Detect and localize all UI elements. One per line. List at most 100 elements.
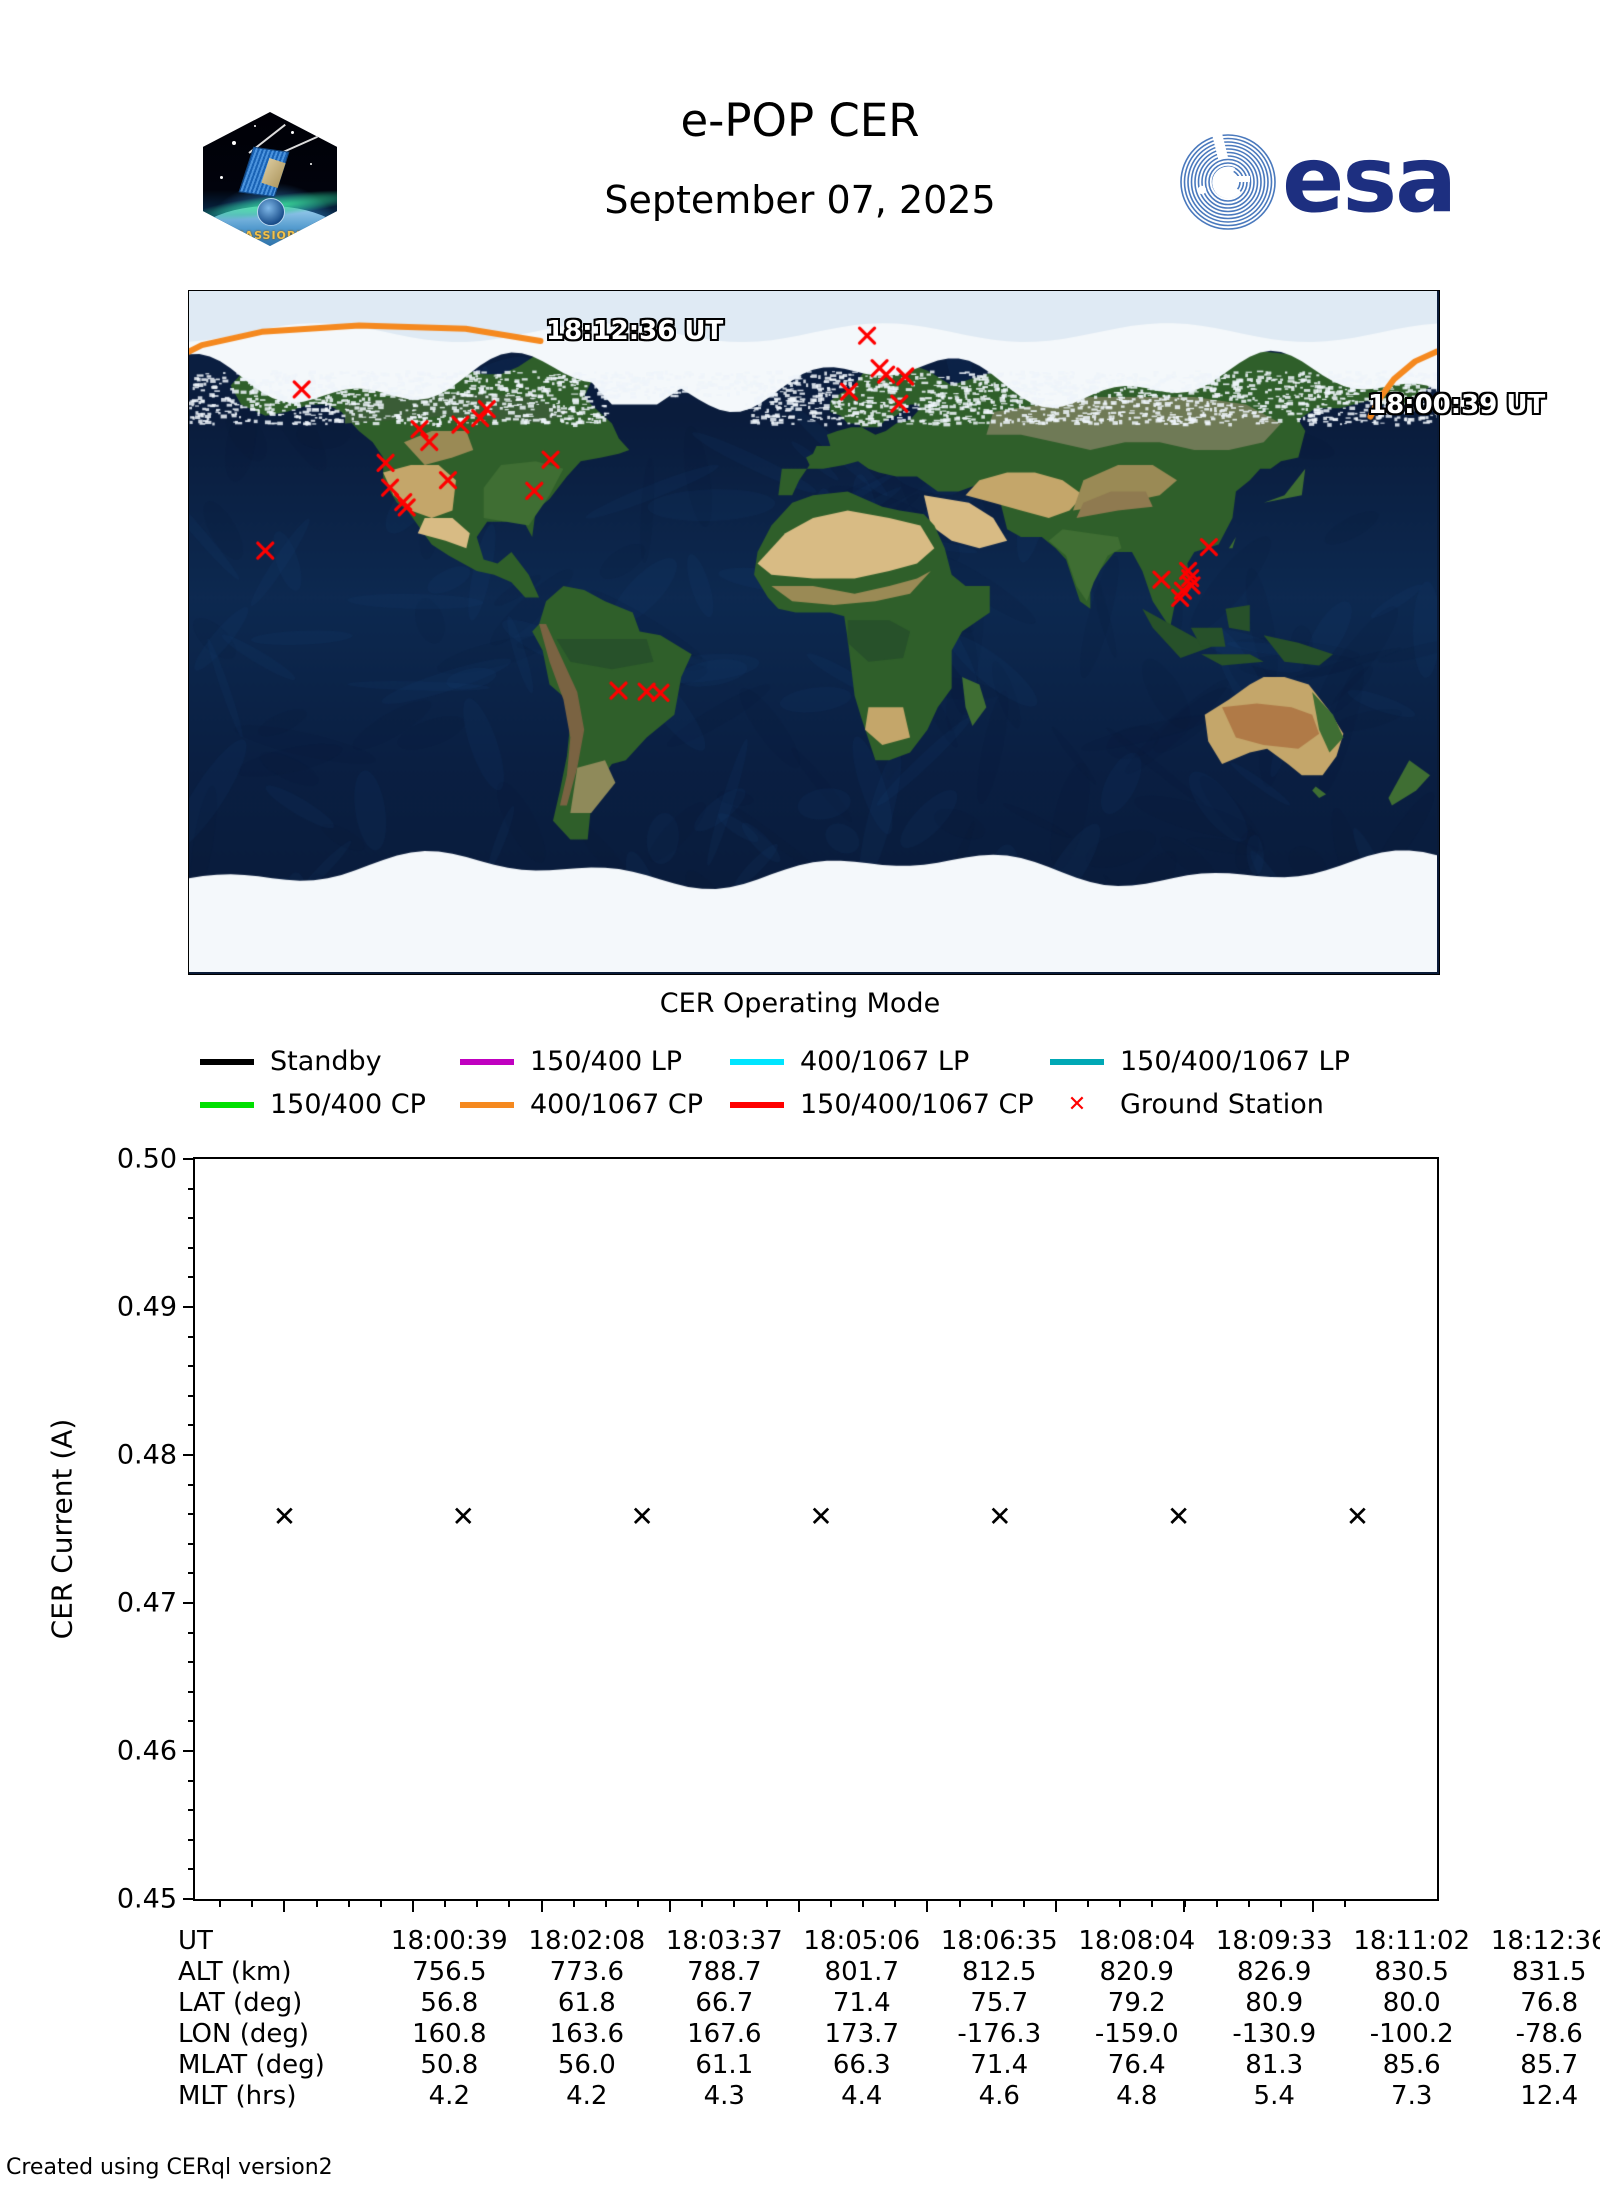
table-cell: -100.2 (1343, 2018, 1480, 2049)
table-cell: 66.7 (656, 1987, 793, 2018)
table-cell: 831.5 (1480, 1956, 1600, 1987)
table-cell: 12.4 (1480, 2080, 1600, 2111)
map-label-end-time: 18:12:36 UT (546, 316, 723, 346)
legend-swatch-150-400-lp (460, 1059, 514, 1065)
table-cell: 18:00:39 (381, 1925, 518, 1956)
y-axis-minor-tick (188, 1336, 195, 1338)
ephemeris-table: UT 18:00:39 18:02:08 18:03:37 18:05:06 18:06:… (178, 1925, 1600, 2111)
table-cell: 163.6 (518, 2018, 655, 2049)
table-cell: 18:03:37 (656, 1925, 793, 1956)
world-map[interactable] (188, 290, 1440, 975)
y-axis-minor-tick (188, 1365, 195, 1367)
legend-label-150-400-cp: 150/400 CP (270, 1089, 426, 1120)
table-cell: 160.8 (381, 2018, 518, 2049)
legend-swatch-150-400-1067-cp (730, 1102, 784, 1108)
table-row-label: ALT (km) (178, 1956, 381, 1987)
legend-title: CER Operating Mode (0, 988, 1600, 1019)
y-axis-minor-tick (188, 1217, 195, 1219)
table-row-label: MLAT (deg) (178, 2049, 381, 2080)
x-axis-minor-tick (1119, 1899, 1121, 1907)
x-axis-minor-tick (926, 1899, 928, 1907)
cassiope-logo-label: CASSIOPE (203, 229, 337, 242)
y-axis-tick (183, 1454, 195, 1456)
esa-logo-text: esa (1282, 126, 1455, 233)
x-axis-minor-tick (508, 1899, 510, 1907)
table-cell: 5.4 (1205, 2080, 1342, 2111)
y-axis-tick (183, 1306, 195, 1308)
legend-item-150-400-1067-lp[interactable]: 150/400/1067 LP (1050, 1046, 1350, 1077)
x-axis-minor-tick (894, 1899, 896, 1907)
table-cell: 75.7 (931, 1987, 1068, 2018)
table-cell: 773.6 (518, 1956, 655, 1987)
x-axis-minor-tick (476, 1899, 478, 1907)
table-cell: 71.4 (931, 2049, 1068, 2080)
ground-station-x-icon: ✕ (1050, 1094, 1104, 1116)
table-cell: -159.0 (1068, 2018, 1205, 2049)
legend-item-400-1067-cp[interactable]: 400/1067 CP (460, 1089, 730, 1120)
legend-label-400-1067-cp: 400/1067 CP (530, 1089, 703, 1120)
cer-current-plot[interactable]: 0.45 0.46 0.47 0.48 0.49 0.50 ✕ ✕ ✕ ✕ ✕ ✕ ✕ (193, 1157, 1439, 1901)
legend-item-standby[interactable]: Standby (200, 1046, 460, 1077)
table-cell: 820.9 (1068, 1956, 1205, 1987)
legend: Standby 150/400 LP 400/1067 LP 150/400/1… (200, 1040, 1440, 1126)
table-row-label: MLT (hrs) (178, 2080, 381, 2111)
table-row-label: LON (deg) (178, 2018, 381, 2049)
y-axis-tick (183, 1602, 195, 1604)
legend-swatch-150-400-cp (200, 1102, 254, 1108)
x-axis-minor-tick (1280, 1899, 1282, 1907)
x-axis-minor-tick (219, 1899, 221, 1907)
x-axis-minor-tick (669, 1899, 671, 1907)
table-row: LAT (deg) 56.8 61.8 66.7 71.4 75.7 79.2 80.9 80.… (178, 1987, 1600, 2018)
legend-item-150-400-1067-cp[interactable]: 150/400/1067 CP (730, 1089, 1050, 1120)
table-cell: -78.6 (1480, 2018, 1600, 2049)
table-cell: 79.2 (1068, 1987, 1205, 2018)
data-point: ✕ (809, 1503, 832, 1531)
x-axis-minor-tick (316, 1899, 318, 1907)
x-axis-minor-tick (283, 1899, 285, 1907)
table-cell: 76.8 (1480, 1987, 1600, 2018)
table-cell: 18:02:08 (518, 1925, 655, 1956)
x-axis-minor-tick (348, 1899, 350, 1907)
legend-item-ground-station[interactable]: ✕ Ground Station (1050, 1089, 1324, 1120)
y-axis-minor-tick (188, 1395, 195, 1397)
table-cell: 18:05:06 (793, 1925, 930, 1956)
legend-label-standby: Standby (270, 1046, 382, 1077)
y-axis-minor-tick (188, 1188, 195, 1190)
table-cell: 18:06:35 (931, 1925, 1068, 1956)
y-axis-tick (183, 1898, 195, 1900)
data-point: ✕ (452, 1503, 475, 1531)
y-axis-tick-label: 0.48 (117, 1440, 177, 1471)
legend-row: Standby 150/400 LP 400/1067 LP 150/400/1… (200, 1040, 1440, 1083)
x-axis-minor-tick (733, 1899, 735, 1907)
x-axis-minor-tick (251, 1899, 253, 1907)
legend-label-ground-station: Ground Station (1120, 1089, 1324, 1120)
table-cell: 61.1 (656, 2049, 793, 2080)
table-cell: 4.2 (381, 2080, 518, 2111)
table-cell: 56.0 (518, 2049, 655, 2080)
data-point: ✕ (630, 1503, 653, 1531)
table-cell: -176.3 (931, 2018, 1068, 2049)
data-point: ✕ (1167, 1503, 1190, 1531)
x-axis-minor-tick (959, 1899, 961, 1907)
table-cell: 66.3 (793, 2049, 930, 2080)
legend-item-150-400-lp[interactable]: 150/400 LP (460, 1046, 730, 1077)
table-cell: 4.3 (656, 2080, 793, 2111)
x-axis-minor-tick (412, 1899, 414, 1907)
x-axis-minor-tick (766, 1899, 768, 1907)
legend-row: 150/400 CP 400/1067 CP 150/400/1067 CP ✕… (200, 1083, 1440, 1126)
table-cell: 56.8 (381, 1987, 518, 2018)
y-axis-minor-tick (188, 1839, 195, 1841)
table-cell: 830.5 (1343, 1956, 1480, 1987)
table-cell: 61.8 (518, 1987, 655, 2018)
x-axis-minor-tick (605, 1899, 607, 1907)
x-axis-minor-tick (1344, 1899, 1346, 1907)
table-cell: 18:09:33 (1205, 1925, 1342, 1956)
y-axis-label: CER Current (A) (46, 1419, 79, 1640)
table-cell: 812.5 (931, 1956, 1068, 1987)
legend-item-150-400-cp[interactable]: 150/400 CP (200, 1089, 460, 1120)
legend-item-400-1067-lp[interactable]: 400/1067 LP (730, 1046, 1050, 1077)
table-row: MLAT (deg) 50.8 56.0 61.1 66.3 71.4 76.4 81.3 85… (178, 2049, 1600, 2080)
world-map-canvas (189, 291, 1437, 972)
y-axis-minor-tick (188, 1632, 195, 1634)
legend-swatch-150-400-1067-lp (1050, 1059, 1104, 1065)
